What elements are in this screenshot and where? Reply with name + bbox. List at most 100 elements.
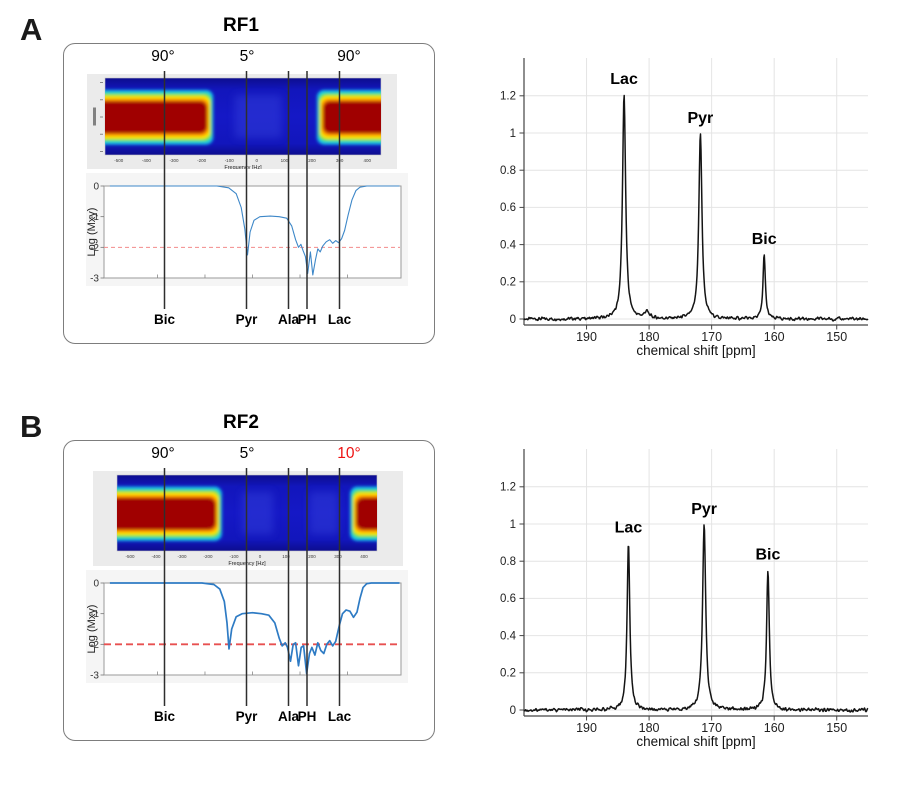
metabolite-label-ph: PH (297, 312, 317, 327)
spectrum-y-tick-label: 0.8 (500, 165, 516, 177)
faint-band (234, 94, 282, 139)
metabolite-label-lac: Lac (327, 709, 352, 724)
spectrum-x-tick-label: 160 (764, 330, 785, 344)
rf2-pulse-box: 90° 5° 10° -500 -400 -300 -200 -100 0 100 200 300 4… (63, 440, 435, 741)
spectrum-x-tick-label: 170 (701, 721, 722, 735)
heatmap-y-tick (100, 82, 103, 83)
log-y-tick-label: -3 (90, 274, 99, 285)
heatmap-x-tick: 0 (259, 554, 262, 559)
log-y-tick-label: -1 (90, 609, 99, 620)
metabolite-label-ala: Ala (277, 312, 300, 327)
peak-label-lac: Lac (610, 71, 638, 88)
excitation-band (317, 90, 381, 145)
panel-b: B RF2 90° 5° 10° -500 -400 -300 -200 -100 0 100 2… (0, 397, 900, 800)
log-y-tick-label: -3 (90, 671, 99, 682)
peak-label-bic: Bic (755, 547, 780, 564)
axes (523, 58, 868, 326)
heatmap-y-tick (100, 116, 103, 118)
panel-letter-a: A (20, 12, 43, 47)
spectrum-y-tick-label: 0.2 (500, 277, 516, 289)
metabolite-label-pyr: Pyr (235, 312, 258, 327)
spectrum-curve (523, 94, 869, 322)
metabolite-label-bic: Bic (153, 709, 176, 724)
metabolite-label-lac: Lac (327, 312, 352, 327)
log-y-tick-label: 0 (93, 579, 99, 590)
heatmap-x-tick: -400 (142, 158, 152, 163)
peak-label-lac: Lac (615, 520, 643, 537)
spectrum-y-tick-label: 1 (510, 519, 516, 531)
spectrum-y-tick-label: 0.8 (500, 556, 516, 568)
frequency-axis-label: Frequency [Hz] (224, 165, 262, 169)
heatmap-x-tick: 100 (282, 554, 290, 559)
grid (524, 449, 868, 716)
spectrum-x-tick-label: 170 (701, 330, 722, 344)
excitation-band (105, 90, 214, 145)
spectrum-y-tick-label: 1.2 (500, 91, 516, 103)
rf2-title: RF2 (223, 412, 259, 433)
peak-label-bic: Bic (752, 231, 777, 248)
spectrum-y-tick-label: 0.2 (500, 668, 516, 680)
log-y-tick-label: -2 (90, 640, 99, 651)
rf1-pulse-box: 90°5°90° -500-400-300-200-10001002003004… (63, 43, 435, 344)
heatmap-y-axis-smudge (93, 107, 96, 126)
rf1-title: RF1 (223, 15, 259, 36)
spectrum-x-tick-label: 180 (639, 330, 660, 344)
peak-label-pyr: Pyr (687, 110, 713, 127)
faint-band (309, 491, 338, 535)
logplot-frame (103, 582, 402, 676)
heatmap-x-tick: -300 (177, 554, 187, 559)
spectrum-y-tick-label: 0.4 (500, 239, 517, 251)
flip-angle-label: 5° (239, 48, 255, 65)
metabolite-label-bic: Bic (153, 312, 176, 327)
heatmap-x-tick: -100 (229, 554, 239, 559)
heatmap-x-tick: -500 (125, 554, 135, 559)
excitation-band (117, 486, 222, 541)
metabolite-label-pyr: Pyr (235, 709, 258, 724)
heatmap-x-tick: 0 (256, 158, 259, 163)
heatmap-x-tick: 200 (308, 158, 316, 163)
log-y-tick-label: 0 (93, 182, 99, 193)
spectrum-x-tick-label: 190 (576, 721, 597, 735)
log-y-tick-label: -2 (90, 243, 99, 254)
log-y-axis-label: Log (Mxy) (86, 208, 98, 257)
spectrum-y-tick-label: 0.6 (500, 593, 516, 605)
spectrum-y-tick-label: 0.6 (500, 202, 516, 214)
metabolite-label-ala: Ala (277, 709, 300, 724)
heatmap-x-tick: 300 (334, 554, 342, 559)
heatmap-x-tick: 200 (308, 554, 316, 559)
chemical-shift-axis-label: chemical shift [ppm] (636, 734, 755, 749)
spectrum-plot: 0 0.2 0.4 0.6 0.8 1 1.2 190 180 170 160 150 chemical… (500, 449, 869, 749)
chemical-shift-axis-label: chemical shift [ppm] (636, 343, 755, 358)
peak-label-pyr: Pyr (691, 501, 717, 518)
axes (523, 449, 868, 717)
heatmap-x-tick: -200 (197, 158, 207, 163)
spectrum-x-tick-label: 150 (826, 330, 847, 344)
heatmap-x-tick: -100 (225, 158, 235, 163)
spectrum-y-tick-label: 0.4 (500, 630, 517, 642)
spectrum-x-tick-label: 150 (826, 721, 847, 735)
flip-angle-label: 90° (151, 48, 175, 65)
heatmap-x-tick: -500 (114, 158, 124, 163)
heatmap-x-tick: 100 (281, 158, 289, 163)
flip-angle-label: 5° (239, 445, 255, 462)
spectrum-plot: 0 0.2 0.4 0.6 0.8 1 1.2 190 180 170 160 150 chemical… (500, 58, 869, 358)
spectrum-x-tick-label: 190 (576, 330, 597, 344)
heatmap-x-tick: 400 (363, 158, 371, 163)
spectrum-y-tick-label: 1 (510, 128, 516, 140)
flip-angle-label: 90° (337, 48, 361, 65)
heatmap-x-tick: -400 (151, 554, 161, 559)
pulse-profile-heatmap: -500-400-300-200-1000100200300400Frequen… (87, 74, 397, 169)
panel-a: A RF1 90° 5° 90° -500 -400 -300 -200 -100 0 100 2… (20, 12, 869, 358)
flip-angle-label: 90° (151, 445, 175, 462)
log-mxy-curve (109, 582, 400, 675)
excitation-band (350, 486, 377, 541)
spectrum-x-tick-label: 160 (764, 721, 785, 735)
heatmap-x-tick: -300 (169, 158, 179, 163)
metabolite-lines-overlay (163, 71, 341, 309)
spectrum-y-tick-label: 0 (510, 705, 516, 717)
spectrum-y-tick-label: 0 (510, 314, 516, 326)
spectrum-x-tick-label: 180 (639, 721, 660, 735)
flip-angle-label: 10° (337, 445, 361, 462)
heatmap-y-tick (100, 151, 103, 152)
